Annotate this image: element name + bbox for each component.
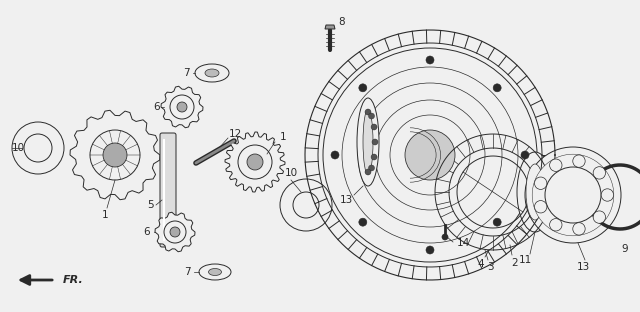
- Circle shape: [601, 189, 614, 201]
- Text: 6: 6: [154, 102, 160, 112]
- Text: 9: 9: [621, 244, 628, 254]
- Text: 11: 11: [518, 255, 532, 265]
- Circle shape: [238, 145, 272, 179]
- Circle shape: [371, 154, 377, 160]
- Circle shape: [534, 201, 547, 213]
- Circle shape: [372, 139, 378, 145]
- Ellipse shape: [517, 152, 553, 232]
- Polygon shape: [155, 212, 195, 252]
- Circle shape: [359, 84, 367, 92]
- Circle shape: [493, 84, 501, 92]
- Text: 4: 4: [477, 259, 484, 269]
- Circle shape: [532, 154, 614, 236]
- Ellipse shape: [199, 264, 231, 280]
- Ellipse shape: [195, 64, 229, 82]
- Circle shape: [170, 95, 194, 119]
- Text: 2: 2: [512, 258, 518, 268]
- Ellipse shape: [357, 98, 379, 186]
- Ellipse shape: [526, 164, 544, 220]
- Circle shape: [280, 179, 332, 231]
- Circle shape: [369, 113, 374, 119]
- Circle shape: [521, 151, 529, 159]
- Circle shape: [293, 192, 319, 218]
- Text: 13: 13: [339, 195, 353, 205]
- Text: 7: 7: [182, 68, 189, 78]
- Text: 12: 12: [228, 129, 242, 139]
- Polygon shape: [325, 25, 335, 29]
- Circle shape: [90, 130, 140, 180]
- Circle shape: [426, 56, 434, 64]
- Circle shape: [573, 155, 585, 167]
- FancyBboxPatch shape: [160, 133, 176, 247]
- Circle shape: [24, 134, 52, 162]
- Circle shape: [371, 124, 377, 130]
- Text: 14: 14: [456, 238, 470, 248]
- Circle shape: [323, 48, 537, 262]
- Circle shape: [426, 246, 434, 254]
- Text: 3: 3: [486, 262, 493, 272]
- Polygon shape: [70, 110, 160, 200]
- Text: 10: 10: [12, 143, 24, 153]
- Circle shape: [342, 67, 518, 243]
- Circle shape: [550, 219, 562, 231]
- Ellipse shape: [205, 69, 219, 77]
- Circle shape: [545, 167, 601, 223]
- Circle shape: [365, 109, 371, 115]
- Polygon shape: [225, 132, 285, 192]
- Circle shape: [442, 234, 448, 240]
- Text: 1: 1: [280, 132, 286, 142]
- Circle shape: [164, 221, 186, 243]
- Text: 6: 6: [144, 227, 150, 237]
- Ellipse shape: [209, 269, 221, 275]
- Text: 1: 1: [102, 210, 108, 220]
- Text: 5: 5: [147, 200, 154, 210]
- Circle shape: [390, 115, 470, 195]
- Circle shape: [12, 122, 64, 174]
- Text: 8: 8: [339, 17, 346, 27]
- Circle shape: [405, 130, 455, 180]
- Ellipse shape: [363, 110, 373, 174]
- Polygon shape: [161, 86, 203, 128]
- Circle shape: [177, 102, 187, 112]
- Circle shape: [573, 223, 585, 235]
- Circle shape: [170, 227, 180, 237]
- Text: FR.: FR.: [63, 275, 84, 285]
- Circle shape: [493, 218, 501, 226]
- Circle shape: [247, 154, 263, 170]
- Circle shape: [534, 177, 547, 189]
- Circle shape: [375, 100, 485, 210]
- Circle shape: [550, 159, 562, 171]
- Circle shape: [369, 165, 374, 171]
- Circle shape: [525, 147, 621, 243]
- Text: 10: 10: [284, 168, 298, 178]
- Circle shape: [358, 83, 502, 227]
- Circle shape: [331, 151, 339, 159]
- Circle shape: [359, 218, 367, 226]
- Circle shape: [593, 167, 605, 179]
- Circle shape: [103, 143, 127, 167]
- Text: 7: 7: [184, 267, 190, 277]
- Circle shape: [593, 211, 605, 223]
- Text: 13: 13: [577, 262, 589, 272]
- Circle shape: [365, 169, 371, 175]
